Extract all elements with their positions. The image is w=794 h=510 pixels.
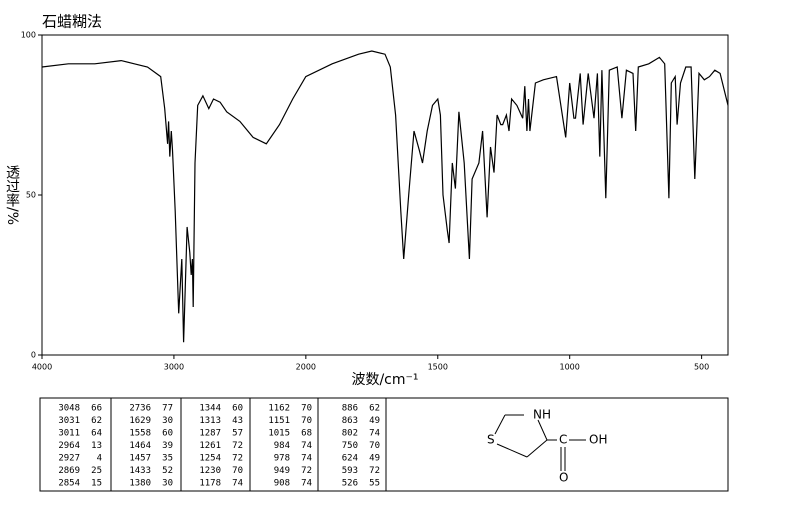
peak-transmittance: 49	[369, 416, 380, 426]
peak-transmittance: 55	[369, 479, 380, 489]
peak-transmittance: 70	[301, 404, 312, 414]
atom-label: OH	[589, 433, 607, 447]
peak-wavenumber: 1313	[199, 416, 221, 426]
peak-wavenumber: 750	[342, 441, 358, 451]
peak-transmittance: 25	[91, 466, 102, 476]
peak-transmittance: 49	[369, 454, 380, 464]
peak-transmittance: 57	[232, 429, 243, 439]
table-lines	[110, 398, 387, 491]
peak-wavenumber: 3011	[58, 429, 80, 439]
peak-transmittance: 72	[232, 441, 243, 451]
peak-transmittance: 4	[97, 454, 102, 464]
peak-transmittance: 74	[301, 441, 312, 451]
peak-wavenumber: 3048	[58, 404, 80, 414]
peak-transmittance: 72	[369, 466, 380, 476]
peak-transmittance: 15	[91, 479, 102, 489]
peak-transmittance: 70	[232, 466, 243, 476]
peak-transmittance: 43	[232, 416, 243, 426]
atom-label: O	[559, 471, 568, 485]
peak-transmittance: 68	[301, 429, 312, 439]
peak-wavenumber: 1433	[129, 466, 151, 476]
peak-transmittance: 70	[301, 416, 312, 426]
peak-transmittance: 60	[162, 429, 173, 439]
peak-wavenumber: 1162	[268, 404, 290, 414]
peak-transmittance: 35	[162, 454, 173, 464]
peak-transmittance: 39	[162, 441, 173, 451]
peak-wavenumber: 1178	[199, 479, 221, 489]
peak-wavenumber: 526	[342, 479, 358, 489]
peak-wavenumber: 593	[342, 466, 358, 476]
spectrum-line	[41, 50, 729, 343]
peak-wavenumber: 1629	[129, 416, 151, 426]
peak-transmittance: 62	[91, 416, 102, 426]
peak-wavenumber: 624	[342, 454, 358, 464]
peak-transmittance: 74	[369, 429, 380, 439]
peak-wavenumber: 1261	[199, 441, 221, 451]
peak-wavenumber: 984	[274, 441, 290, 451]
peak-wavenumber: 2854	[58, 479, 80, 489]
peak-transmittance: 72	[232, 454, 243, 464]
peak-transmittance: 13	[91, 441, 102, 451]
y-tick-label: 0	[31, 351, 36, 360]
peak-wavenumber: 3031	[58, 416, 80, 426]
peak-wavenumber: 949	[274, 466, 290, 476]
chart-title: 石蜡糊法	[42, 13, 102, 31]
y-tick-label: 50	[26, 191, 36, 200]
peak-transmittance: 77	[162, 404, 173, 414]
peak-transmittance: 74	[301, 454, 312, 464]
peak-wavenumber: 802	[342, 429, 358, 439]
x-tick-label: 1000	[560, 363, 580, 372]
peak-transmittance: 60	[232, 404, 243, 414]
peak-wavenumber: 2927	[58, 454, 80, 464]
peak-wavenumber: 2736	[129, 404, 151, 414]
peak-wavenumber: 1464	[129, 441, 151, 451]
peak-transmittance: 30	[162, 479, 173, 489]
y-axis-label: 透过率/%	[4, 165, 20, 225]
peak-transmittance: 70	[369, 441, 380, 451]
peak-wavenumber: 1287	[199, 429, 221, 439]
peak-wavenumber: 2964	[58, 441, 80, 451]
x-tick-label: 2000	[296, 363, 316, 372]
peak-wavenumber: 1457	[129, 454, 151, 464]
x-tick-label: 500	[694, 363, 709, 372]
peak-wavenumber: 1230	[199, 466, 221, 476]
atom-label: C	[559, 433, 567, 447]
peak-wavenumber: 1344	[199, 404, 221, 414]
atom-label: S	[487, 433, 495, 447]
peak-transmittance: 74	[232, 479, 243, 489]
x-tick-label: 1500	[428, 363, 448, 372]
x-tick-label: 4000	[32, 363, 52, 372]
peak-transmittance: 66	[91, 404, 102, 414]
x-tick-label: 3000	[164, 363, 184, 372]
peak-transmittance: 62	[369, 404, 380, 414]
peak-wavenumber: 1015	[268, 429, 290, 439]
peak-wavenumber: 908	[274, 479, 290, 489]
peak-wavenumber: 863	[342, 416, 358, 426]
peak-transmittance: 64	[91, 429, 102, 439]
structure-bonds	[494, 414, 586, 471]
peak-transmittance: 30	[162, 416, 173, 426]
peak-wavenumber: 1254	[199, 454, 221, 464]
peak-transmittance: 72	[301, 466, 312, 476]
table-frame	[39, 397, 729, 492]
peak-wavenumber: 2869	[58, 466, 80, 476]
atom-label: NH	[533, 408, 551, 422]
peak-wavenumber: 1558	[129, 429, 151, 439]
y-tick-label: 100	[21, 31, 36, 40]
peak-transmittance: 74	[301, 479, 312, 489]
peak-wavenumber: 1380	[129, 479, 151, 489]
x-axis-label: 波数/cm⁻¹	[351, 372, 418, 388]
peak-wavenumber: 886	[342, 404, 358, 414]
peak-wavenumber: 1151	[268, 416, 290, 426]
peak-wavenumber: 978	[274, 454, 290, 464]
peak-transmittance: 52	[162, 466, 173, 476]
